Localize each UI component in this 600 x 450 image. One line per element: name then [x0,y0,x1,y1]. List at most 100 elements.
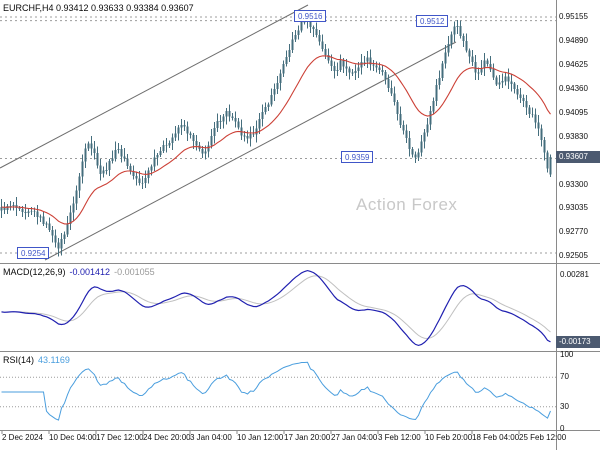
candle-body [129,166,132,172]
candle-body [246,136,249,139]
candle-body [339,60,342,71]
candle-body [333,66,336,72]
candle-body [486,60,489,65]
candle-body [201,149,204,154]
candle-body [366,57,369,62]
time-axis-label: 18 Feb 04:00 [472,433,520,442]
candle-body [498,82,501,85]
rsi-label: RSI(14) [3,355,35,365]
price-axis-label: 0.93300 [559,179,588,189]
candle-body [75,190,78,204]
candle-body [156,155,159,158]
price-axis-label: 0.94095 [559,107,588,117]
chart-title: EURCHF,H4 0.93412 0.93633 0.93384 0.9360… [3,3,194,13]
candle-body [105,170,108,171]
candle-body [504,76,507,82]
ma-line [1,55,551,225]
candle-body [345,66,348,69]
candle-body [21,208,24,212]
candle-body [342,60,345,67]
macd-signal-line [1,275,551,340]
candle-body [207,145,210,152]
time-axis-label: 10 Jan 12:00 [237,433,284,442]
candle-body [0,207,3,211]
price-tag: 0.93607 [556,151,600,163]
price-axis-label: 0.92505 [559,251,588,261]
price-annotation[interactable]: 0.9254 [17,247,50,259]
candle-body [390,87,393,94]
candle-body [231,116,234,118]
candle-body [459,26,462,36]
candle-body [450,34,453,44]
candle-body [87,143,90,149]
candle-body [513,83,516,90]
candle-body [426,124,429,133]
candle-body [492,69,495,78]
candle-body [195,140,198,146]
candles [0,13,552,257]
candle-body [60,239,63,249]
watermark: Action Forex [356,195,458,214]
candle-body [123,156,126,159]
candle-body [357,67,360,72]
candle-body [219,121,222,122]
candle-body [447,43,450,53]
macd-value-main: -0.001412 [69,267,111,277]
candle-body [36,211,39,217]
candle-body [381,69,384,72]
candle-body [327,54,330,61]
time-axis-label: 2 Dec 2024 [2,433,43,442]
candle-body [534,114,537,123]
candle-body [312,27,315,30]
candle-body [540,128,543,140]
candle-body [288,50,291,57]
candle-body [54,235,57,243]
candle-body [270,94,273,105]
candle-body [69,212,72,224]
candle-body [138,178,141,183]
price-axis-label: 0.93035 [559,203,588,213]
candle-body [216,121,219,129]
candle-body [291,39,294,51]
macd-value-signal: -0.001055 [114,267,155,277]
candle-body [96,153,99,166]
candle-body [141,182,144,184]
candle-body [132,171,135,177]
price-axis-label: 0.92770 [559,227,588,237]
candle-body [387,79,390,88]
candle-body [210,135,213,146]
candle-body [279,73,282,84]
channel-trendline [44,41,457,261]
candle-body [519,94,522,98]
price-annotation[interactable]: 0.9359 [341,151,374,163]
candle-body [330,60,333,67]
candle-body [420,141,423,153]
candle-body [348,68,351,73]
price-annotation[interactable]: 0.9516 [294,10,327,22]
candle-body [462,35,465,41]
candle-body [168,143,171,146]
candle-body [399,114,402,126]
candle-body [186,126,189,134]
candle-body [264,107,267,112]
candle-body [261,111,264,119]
candle-body [45,223,48,225]
candle-body [252,133,255,135]
candle-body [318,34,321,42]
time-axis-label: 27 Jan 04:00 [331,433,378,442]
price-annotation[interactable]: 0.9512 [416,15,449,27]
candle-body [66,224,69,235]
candle-body [126,158,129,167]
candle-body [336,70,339,72]
candle-body [300,21,303,31]
time-axis-label: 17 Dec 12:00 [96,433,144,442]
channel-trendline [0,4,309,169]
candle-body [48,223,51,231]
time-axis-label: 17 Jan 20:00 [284,433,331,442]
candle-body [99,165,102,174]
candle-body [465,40,468,51]
candle-body [276,83,279,89]
candle-body [249,133,252,139]
candle-body [315,29,318,35]
